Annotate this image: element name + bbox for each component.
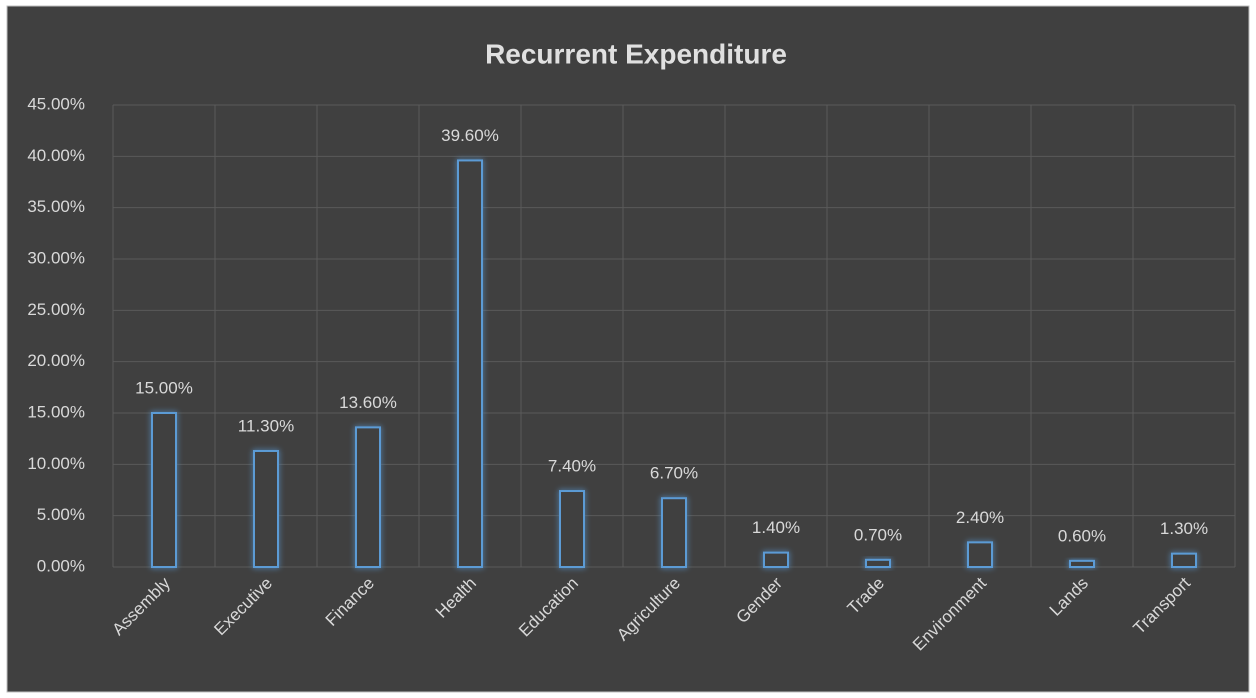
y-tick-label: 45.00% [27, 94, 85, 113]
bar [661, 497, 687, 569]
bar [763, 551, 789, 568]
data-label: 2.40% [956, 508, 1004, 527]
bar [967, 541, 993, 568]
bar [457, 159, 483, 568]
data-label: 0.70% [854, 525, 902, 544]
bar [151, 412, 177, 568]
data-label: 7.40% [548, 457, 596, 476]
bar [1069, 559, 1095, 569]
bar [1171, 552, 1197, 568]
data-label: 1.40% [752, 518, 800, 537]
y-tick-label: 25.00% [27, 300, 85, 319]
data-label: 6.70% [650, 464, 698, 483]
bar [865, 558, 891, 569]
chart-title: Recurrent Expenditure [485, 38, 787, 69]
y-tick-label: 15.00% [27, 402, 85, 421]
y-tick-label: 0.00% [37, 556, 85, 575]
bar [253, 449, 279, 568]
y-tick-label: 35.00% [27, 197, 85, 216]
chart-background [6, 5, 1250, 693]
data-label: 39.60% [441, 126, 499, 145]
bar [559, 490, 585, 569]
y-tick-label: 30.00% [27, 248, 85, 267]
data-label: 1.30% [1160, 519, 1208, 538]
y-tick-label: 5.00% [37, 505, 85, 524]
data-label: 13.60% [339, 393, 397, 412]
bar [355, 426, 381, 568]
data-label: 15.00% [135, 378, 193, 397]
y-tick-label: 20.00% [27, 351, 85, 370]
data-label: 11.30% [238, 416, 294, 435]
y-tick-label: 40.00% [27, 146, 85, 165]
data-label: 0.60% [1058, 526, 1106, 545]
y-tick-label: 10.00% [27, 454, 85, 473]
